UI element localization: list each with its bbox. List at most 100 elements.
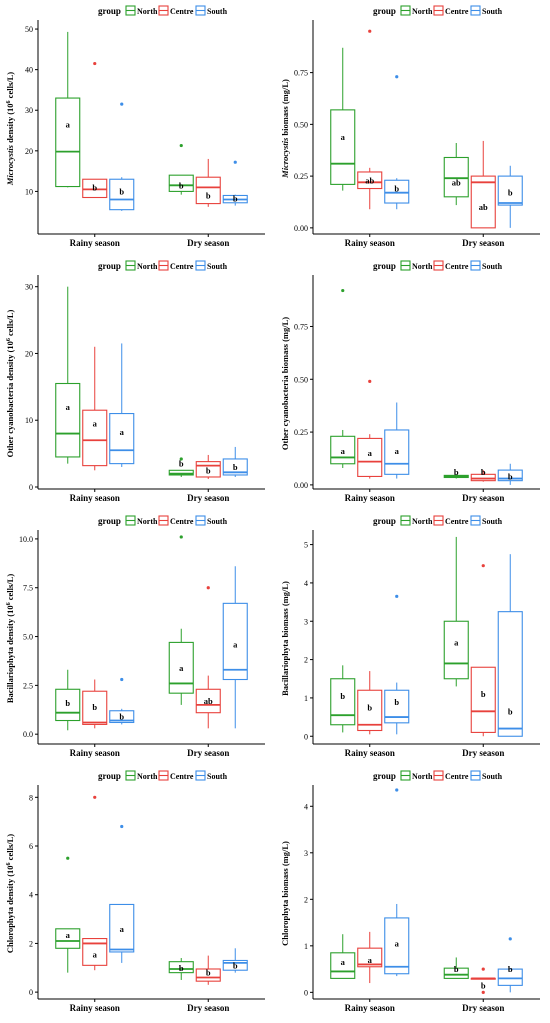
significance-letter: a xyxy=(66,119,71,129)
box-north: a xyxy=(443,536,469,687)
y-tick-label: 8 xyxy=(29,793,33,802)
box-iqr xyxy=(443,620,469,680)
y-tick-label: 20 xyxy=(25,147,33,156)
y-axis-label-part: Microcystis xyxy=(5,144,15,186)
significance-letter: b xyxy=(92,702,97,712)
box-north: b xyxy=(443,957,469,979)
box-north: a xyxy=(330,47,356,191)
y-tick-label: 5.0 xyxy=(23,633,33,642)
significance-letter: b xyxy=(340,691,345,701)
outlier-point xyxy=(120,102,124,106)
legend: group North Centre South xyxy=(98,515,228,526)
x-tick-label: Dry season xyxy=(462,748,504,758)
significance-letter: b xyxy=(119,712,124,722)
significance-letter: b xyxy=(206,968,211,978)
y-tick-label: 30 xyxy=(25,106,33,115)
legend-label-north: North xyxy=(412,262,433,271)
y-tick-label: 2 xyxy=(304,656,308,665)
x-tick-label: Rainy season xyxy=(70,493,120,503)
chart-svg: group North Centre South 0 1 2 3 4 Chlorophyta bi… xyxy=(280,770,540,1013)
legend-label-north: North xyxy=(412,7,433,16)
significance-letter: b xyxy=(508,188,513,198)
chart-svg: group North Centre South 0.0 2.5 5.0 7.5 10.0 Bac… xyxy=(5,515,265,758)
x-tick-label: Dry season xyxy=(462,238,504,248)
legend-title: group xyxy=(98,261,121,271)
box-iqr xyxy=(443,967,469,979)
y-tick-label: 7.5 xyxy=(23,584,33,593)
significance-letter: a xyxy=(66,402,71,412)
significance-letter: b xyxy=(206,190,211,200)
box-north: b xyxy=(330,665,356,733)
y-axis-label: Other cyanobacteria biomass (mg/L) xyxy=(280,317,290,450)
legend: group North Centre South xyxy=(373,5,503,16)
y-axis-label-part: biomass (mg/L) xyxy=(280,79,290,138)
y-axis-label-part: cells/L) xyxy=(5,309,15,338)
box-iqr xyxy=(168,469,194,476)
box-centre: b xyxy=(82,61,108,199)
x-tick-label: Dry season xyxy=(187,748,229,758)
outlier-point xyxy=(508,937,512,941)
box-north: ab xyxy=(443,142,469,206)
box-south: a xyxy=(222,566,248,729)
outlier-point xyxy=(120,677,124,682)
box-centre: b xyxy=(470,564,496,737)
significance-letter: b xyxy=(179,963,184,973)
legend-title: group xyxy=(373,261,396,271)
y-axis-label: Other cyanobacteria density (106 cells/L… xyxy=(5,309,15,457)
x-tick-label: Rainy season xyxy=(345,493,395,503)
chart-svg: group North Centre South 0 2 4 6 8 Chlorophyta de… xyxy=(5,770,265,1013)
y-axis-label-part: Chlorophyta biomass (mg/L) xyxy=(280,841,290,946)
outlier-point xyxy=(93,795,97,799)
box-south: b xyxy=(222,948,248,973)
outlier-point xyxy=(66,856,70,860)
legend-title: group xyxy=(98,771,121,781)
outlier-point xyxy=(481,564,485,568)
significance-letter: a xyxy=(395,939,400,949)
chart-panel-4: group North Centre South 0.00 0.25 0.50 0.75 Oth… xyxy=(275,255,550,510)
outlier-point xyxy=(179,535,183,539)
significance-letter: a xyxy=(93,949,98,959)
y-tick-label: 0.25 xyxy=(294,428,308,437)
significance-letter: ab xyxy=(365,175,374,185)
y-tick-label: 30 xyxy=(25,283,33,292)
significance-letter: b xyxy=(206,465,211,475)
box-north: b xyxy=(168,143,194,195)
box-iqr xyxy=(222,959,248,971)
box-south: b xyxy=(497,937,523,993)
legend-label-centre: Centre xyxy=(445,7,469,16)
y-axis-label-part: Other cyanobacteria density (10 xyxy=(5,341,15,457)
outlier-point xyxy=(481,990,485,994)
box-iqr xyxy=(55,382,81,458)
box-iqr xyxy=(357,437,383,477)
legend-label-centre: Centre xyxy=(445,517,469,526)
y-axis-label: Microcystis density (106 cells/L) xyxy=(5,72,15,186)
x-tick-label: Dry season xyxy=(462,493,504,503)
chart-panel-7: group North Centre South 0 2 4 6 8 Chlorophyta de… xyxy=(0,765,275,1020)
significance-letter: b xyxy=(508,471,513,481)
box-centre: b xyxy=(195,955,221,985)
box-centre: ab xyxy=(470,140,496,229)
significance-letter: a xyxy=(120,924,125,934)
significance-letter: ab xyxy=(452,177,461,187)
box-north: b xyxy=(168,457,194,477)
box-iqr xyxy=(195,176,221,205)
legend-label-centre: Centre xyxy=(170,262,194,271)
box-iqr xyxy=(55,97,81,188)
chart-panel-2: group North Centre South 0.00 0.25 0.50 0.75 Mic… xyxy=(275,0,550,255)
box-centre: b xyxy=(357,671,383,735)
box-south: b xyxy=(384,594,410,735)
y-axis-label: Chlorophyta biomass (mg/L) xyxy=(280,841,290,946)
y-axis-label-part: Bacillariophyta biomass (mg/L) xyxy=(280,581,290,696)
y-axis-label-part: density (10 xyxy=(5,103,15,145)
box-iqr xyxy=(195,688,221,714)
box-south: a xyxy=(384,788,410,977)
legend-label-north: North xyxy=(137,7,158,16)
significance-letter: a xyxy=(66,930,71,940)
outlier-point xyxy=(120,824,124,829)
legend-title: group xyxy=(373,771,396,781)
legend-label-south: South xyxy=(207,517,228,526)
box-iqr xyxy=(222,458,248,476)
outlier-point xyxy=(179,143,183,148)
box-iqr xyxy=(330,109,356,185)
